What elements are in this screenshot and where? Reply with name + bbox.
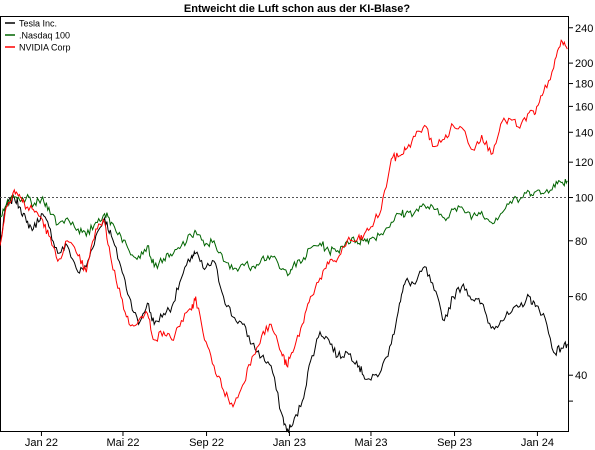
x-tick-label: Jan 23 [273,437,306,449]
series-line-0 [0,192,568,433]
y-tick-label: 100 [575,193,593,205]
chart-title: Entweicht die Luft schon aus der KI-Blas… [184,3,410,15]
x-tick-label: Mai 23 [354,437,387,449]
x-tick-label: Sep 23 [437,437,472,449]
legend-label: Tesla Inc. [19,19,57,29]
y-tick-label: 60 [575,292,587,304]
plot-frame [0,16,569,432]
y-tick-label: 180 [575,79,593,91]
x-axis: Jan 22 Mai 22 Sep 22 Jan 23 Mai 23 Sep 23 Jan … [25,431,554,449]
x-tick-label: Jan 24 [521,437,554,449]
y-tick-label: 200 [575,58,593,70]
series-group [0,39,568,433]
y-axis: 40 60 80 100 120 140 160 180 200 240 [568,23,593,402]
x-tick-label: Jan 22 [25,437,58,449]
y-tick-label: 120 [575,157,593,169]
y-tick-label: 40 [575,370,587,382]
x-tick-label: Sep 22 [189,437,224,449]
legend: Tesla Inc. .Nasdaq 100 NVIDIA Corp [5,19,71,53]
y-tick-label: 160 [575,101,593,113]
y-tick-label: 80 [575,236,587,248]
series-line-1 [0,178,568,277]
legend-label: .Nasdaq 100 [19,31,70,41]
x-tick-label: Mai 22 [106,437,139,449]
legend-label: NVIDIA Corp [19,43,71,53]
y-tick-label: 240 [575,23,593,35]
y-tick-label: 140 [575,127,593,139]
series-line-2 [0,39,568,408]
